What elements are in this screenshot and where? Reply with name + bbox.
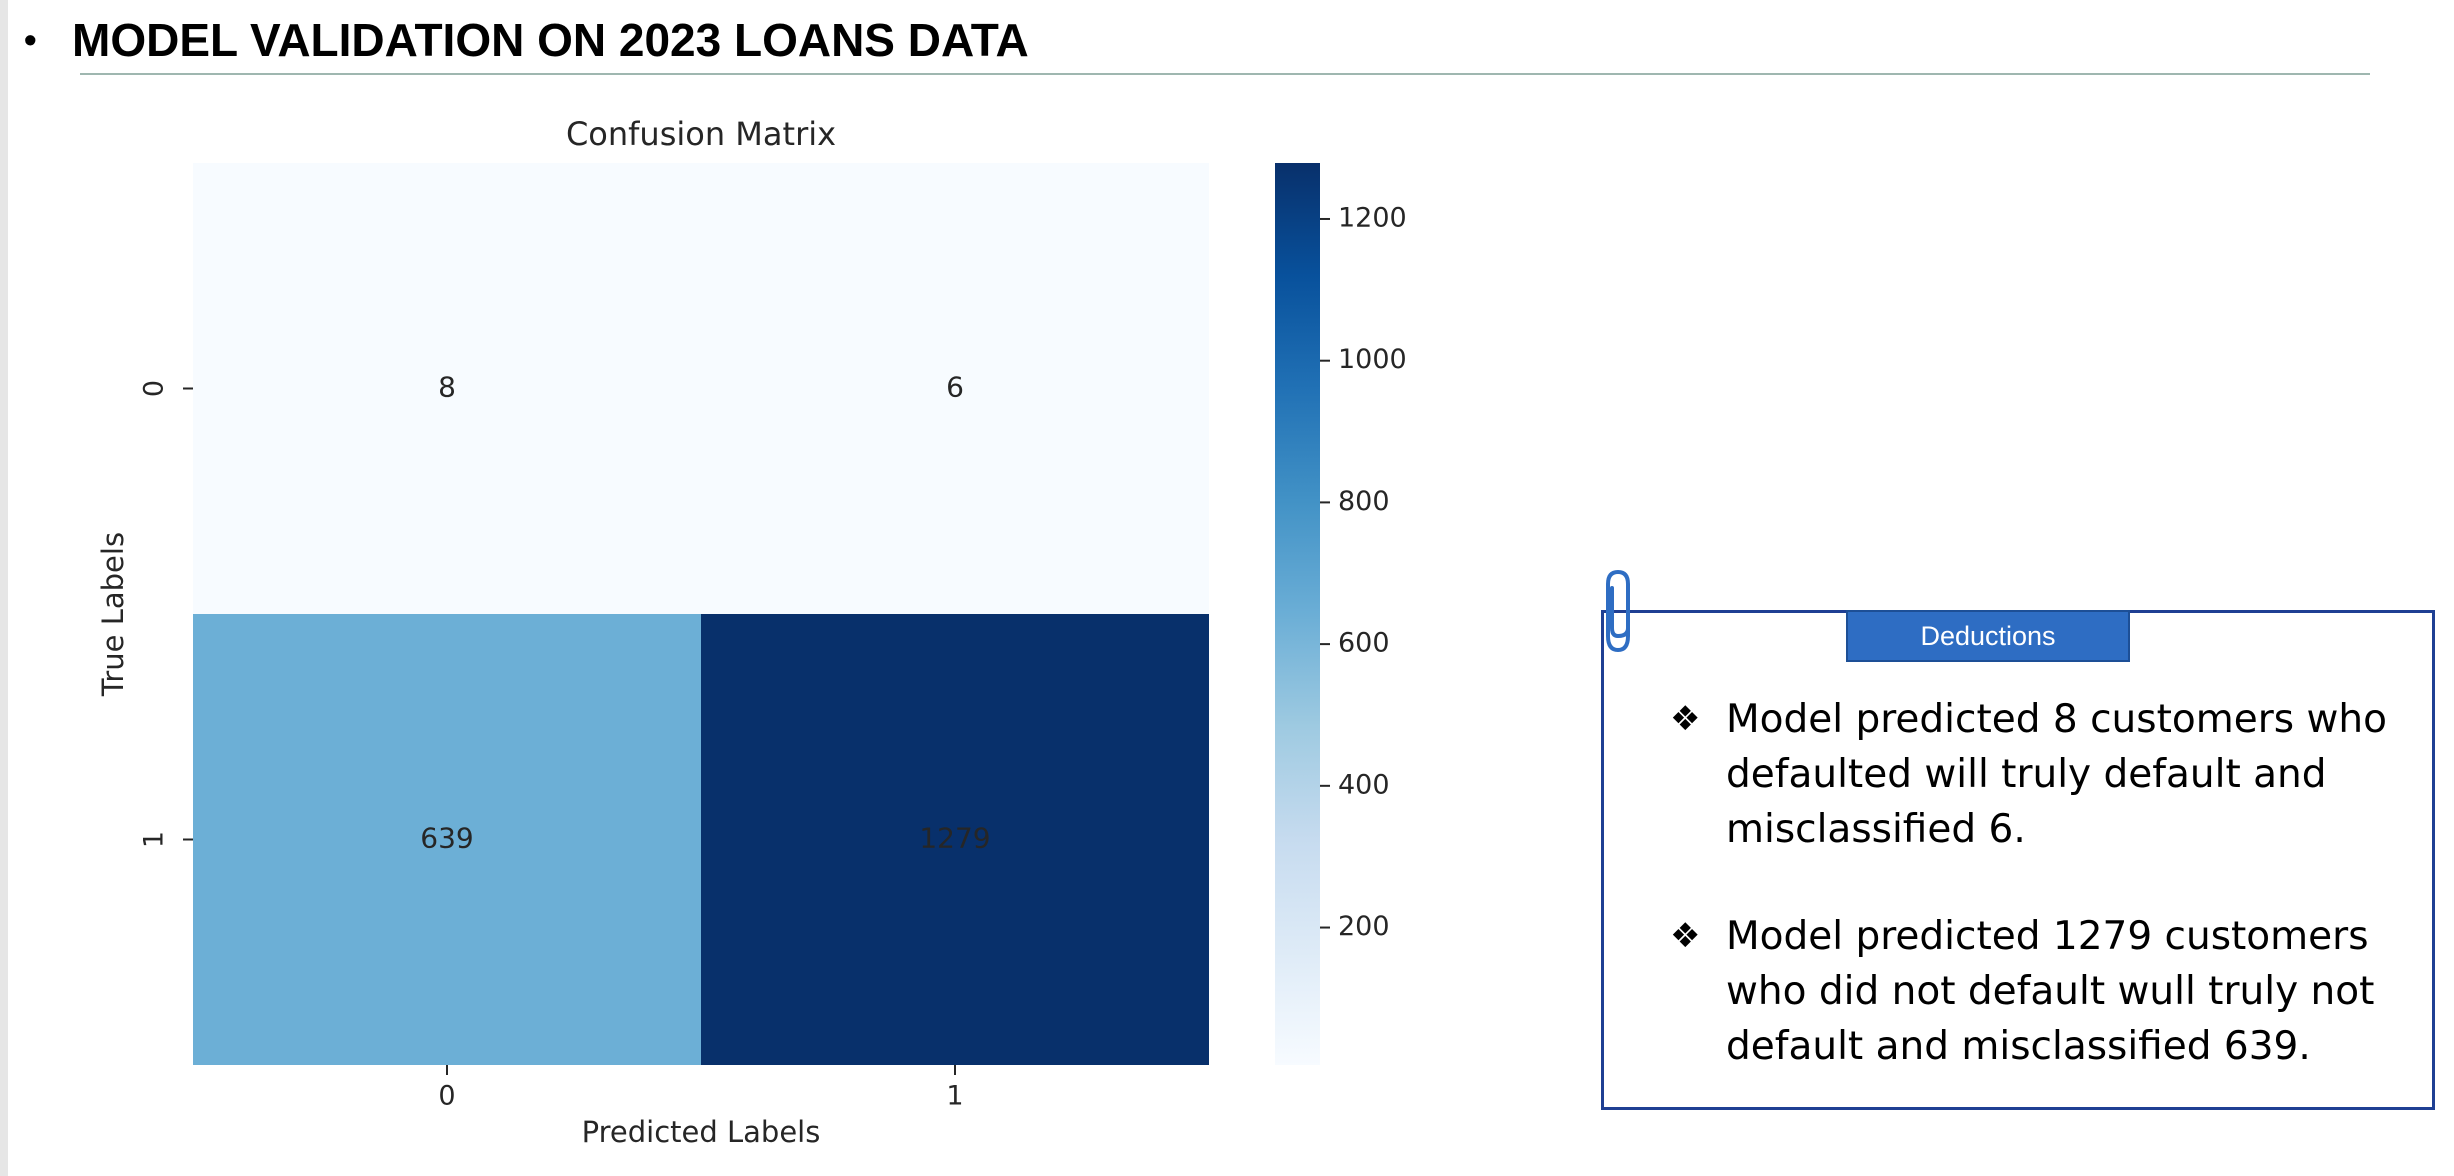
slide-header: • MODEL VALIDATION ON 2023 LOANS DATA xyxy=(24,10,1029,70)
y-tick-label: 1 xyxy=(139,831,170,848)
colorbar-tick-label: 800 xyxy=(1338,486,1390,517)
left-margin-strip xyxy=(0,0,8,1176)
deduction-item: ❖ Model predicted 8 customers who defaul… xyxy=(1670,692,2410,857)
deductions-label: Deductions xyxy=(1846,610,2130,662)
heatmap-cell xyxy=(193,614,701,1065)
heatmap-cell xyxy=(193,163,701,614)
chart-title: Confusion Matrix xyxy=(566,115,836,153)
x-tick-label: 1 xyxy=(946,1081,963,1112)
y-tick-label: 0 xyxy=(139,380,170,397)
heatmap-cell xyxy=(701,614,1209,1065)
cell-value-label: 8 xyxy=(438,371,456,404)
colorbar xyxy=(1275,163,1320,1065)
heatmap-cell xyxy=(701,163,1209,614)
y-axis-label: True Labels xyxy=(96,532,130,697)
deductions-list: ❖ Model predicted 8 customers who defaul… xyxy=(1670,692,2410,1126)
paperclip-icon xyxy=(1606,569,1630,653)
diamond-bullet-icon: ❖ xyxy=(1670,916,1701,956)
colorbar-tick-label: 400 xyxy=(1338,769,1390,800)
colorbar-tick-label: 200 xyxy=(1338,911,1390,942)
deduction-text: Model predicted 1279 customers who did n… xyxy=(1726,909,2374,1074)
deduction-line: default and misclassified 639. xyxy=(1726,1024,2311,1069)
deduction-line: Model predicted 1279 customers xyxy=(1726,914,2369,959)
diamond-bullet-icon: ❖ xyxy=(1670,699,1701,739)
confusion-matrix-chart: 8 6 639 1279 Confusion Matrix 0 1 Predicted Lab… xyxy=(96,115,1407,1149)
page-title: MODEL VALIDATION ON 2023 LOANS DATA xyxy=(72,14,1029,66)
deduction-line: defaulted will truly default and xyxy=(1726,752,2327,797)
deduction-line: who did not default wull truly not xyxy=(1726,969,2375,1014)
cell-value-label: 639 xyxy=(420,822,473,855)
title-bullet: • xyxy=(24,19,37,60)
deduction-line: Model predicted 8 customers who xyxy=(1726,697,2387,742)
cell-value-label: 1279 xyxy=(919,822,990,855)
x-axis-label: Predicted Labels xyxy=(582,1115,821,1149)
cell-value-label: 6 xyxy=(946,371,964,404)
x-tick-label: 0 xyxy=(438,1081,455,1112)
deduction-text: Model predicted 8 customers who defaulte… xyxy=(1726,692,2387,857)
colorbar-tick-label: 1200 xyxy=(1338,202,1407,233)
deduction-line: misclassified 6. xyxy=(1726,807,2026,852)
deduction-item: ❖ Model predicted 1279 customers who did… xyxy=(1670,909,2410,1074)
colorbar-tick-label: 600 xyxy=(1338,628,1390,659)
title-underline xyxy=(80,73,2370,75)
colorbar-tick-label: 1000 xyxy=(1338,344,1407,375)
